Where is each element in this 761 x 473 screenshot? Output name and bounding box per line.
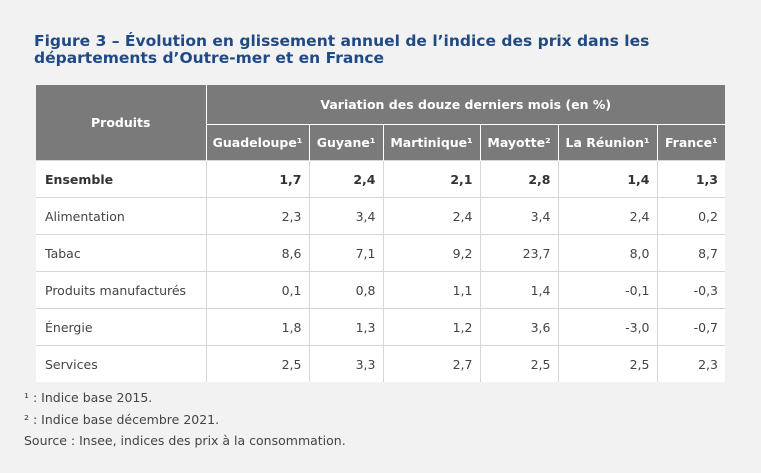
table-cell: 3,6 (480, 308, 559, 346)
table-cell: 2,3 (657, 345, 725, 382)
table-cell: -0,7 (657, 308, 725, 346)
table-cell: 0,2 (657, 197, 725, 235)
table-row: Alimentation 2,3 3,4 2,4 3,4 2,4 0,2 (36, 197, 725, 235)
table-cell: 3,3 (309, 345, 384, 382)
table-cell: 2,7 (383, 345, 481, 382)
row-label: Tabac (36, 234, 207, 272)
group-header: Variation des douze derniers mois (en %) (206, 85, 725, 125)
col-header-martinique: Martinique¹ (383, 124, 481, 161)
col-header-mayotte: Mayotte² (480, 124, 559, 161)
table-cell: 2,4 (558, 197, 658, 235)
table-row: Tabac 8,6 7,1 9,2 23,7 8,0 8,7 (36, 234, 725, 272)
table-cell: 23,7 (480, 234, 559, 272)
table-cell: 2,8 (480, 160, 559, 198)
col-header-guadeloupe: Guadeloupe¹ (206, 124, 310, 161)
table-cell: 0,8 (309, 271, 384, 309)
table-cell: 1,2 (383, 308, 481, 346)
table-cell: 8,7 (657, 234, 725, 272)
table-cell: 1,3 (657, 160, 725, 198)
col-header-guyane: Guyane¹ (309, 124, 384, 161)
table-cell: 2,5 (480, 345, 559, 382)
table-cell: 1,1 (383, 271, 481, 309)
products-header: Produits (36, 85, 207, 161)
price-index-table: Produits Variation des douze derniers mo… (36, 85, 725, 382)
row-label: Énergie (36, 308, 207, 346)
table-cell: -0,3 (657, 271, 725, 309)
footnote-1: ¹ : Indice base 2015. (24, 390, 153, 405)
table-cell: 9,2 (383, 234, 481, 272)
table-cell: 3,4 (309, 197, 384, 235)
table-cell: 8,0 (558, 234, 658, 272)
table-cell: 7,1 (309, 234, 384, 272)
row-label: Produits manufacturés (36, 271, 207, 309)
row-label: Services (36, 345, 207, 382)
table-cell: -3,0 (558, 308, 658, 346)
table-cell: 1,7 (206, 160, 310, 198)
table-cell: 2,4 (383, 197, 481, 235)
source-note: Source : Insee, indices des prix à la co… (24, 433, 346, 448)
col-header-la-reunion: La Réunion¹ (558, 124, 658, 161)
row-label: Alimentation (36, 197, 207, 235)
table-row: Énergie 1,8 1,3 1,2 3,6 -3,0 -0,7 (36, 308, 725, 346)
table-cell: -0,1 (558, 271, 658, 309)
table-cell: 3,4 (480, 197, 559, 235)
table-cell: 2,3 (206, 197, 310, 235)
table-cell: 2,4 (309, 160, 384, 198)
table-row: Produits manufacturés 0,1 0,8 1,1 1,4 -0… (36, 271, 725, 309)
figure-title: Figure 3 – Évolution en glissement annue… (34, 32, 650, 67)
table-cell: 1,4 (558, 160, 658, 198)
table-cell: 2,5 (558, 345, 658, 382)
table-cell: 2,1 (383, 160, 481, 198)
table-row: Services 2,5 3,3 2,7 2,5 2,5 2,3 (36, 345, 725, 382)
footnote-2: ² : Indice base décembre 2021. (24, 411, 220, 427)
footnotes: ¹ : Indice base 2015. ² : Indice base dé… (24, 387, 346, 452)
table-cell: 2,5 (206, 345, 310, 382)
table-cell: 8,6 (206, 234, 310, 272)
col-header-france: France¹ (657, 124, 725, 161)
row-label: Ensemble (36, 160, 207, 198)
table-cell: 0,1 (206, 271, 310, 309)
table-cell: 1,4 (480, 271, 559, 309)
table-cell: 1,3 (309, 308, 384, 346)
table-cell: 1,8 (206, 308, 310, 346)
table-row: Ensemble 1,7 2,4 2,1 2,8 1,4 1,3 (36, 160, 725, 198)
